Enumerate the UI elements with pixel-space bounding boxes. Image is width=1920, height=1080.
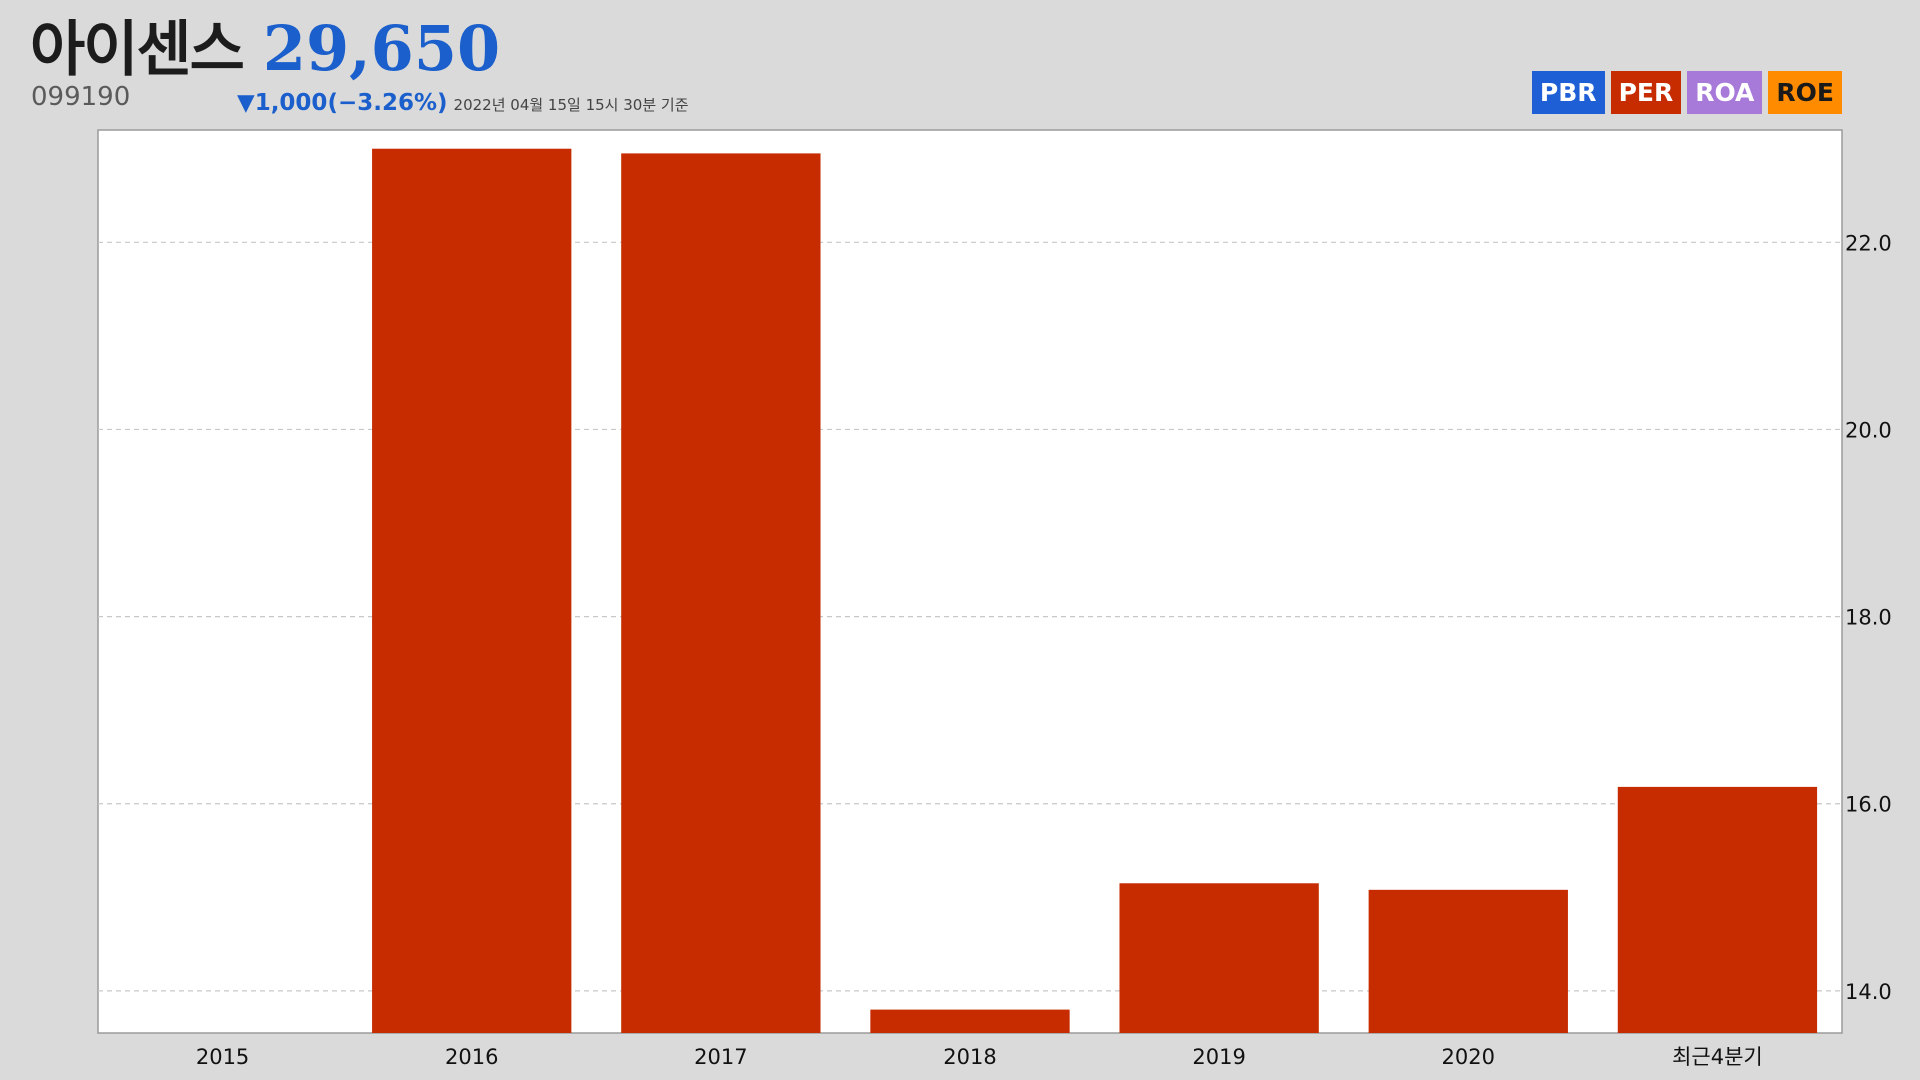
y-tick-label: 22.0 bbox=[1845, 231, 1892, 255]
x-tick-label: 2017 bbox=[694, 1045, 747, 1069]
plot-area bbox=[97, 129, 1843, 1034]
x-tick-label: 2020 bbox=[1442, 1045, 1495, 1069]
x-tick-label: 최근4분기 bbox=[1672, 1045, 1763, 1069]
legend-pbr-button[interactable]: PBR bbox=[1531, 71, 1605, 114]
legend-roa-button[interactable]: ROA bbox=[1687, 71, 1763, 114]
x-tick-label: 2019 bbox=[1192, 1045, 1245, 1069]
bar-2019 bbox=[1119, 883, 1319, 1033]
title-row: 아이센스 29,650 bbox=[30, 12, 501, 85]
x-tick-label: 2016 bbox=[445, 1045, 498, 1069]
y-tick-label: 20.0 bbox=[1845, 418, 1892, 442]
current-price: 29,650 bbox=[262, 12, 501, 85]
x-tick-label: 2018 bbox=[943, 1045, 996, 1069]
legend-roe-button[interactable]: ROE bbox=[1768, 71, 1842, 114]
y-axis-ticks: 14.0 16.0 18.0 20.0 22.0 bbox=[1845, 231, 1892, 1004]
bar-2017 bbox=[621, 153, 821, 1033]
metric-legend: PBR PER ROA ROE bbox=[1531, 71, 1842, 114]
x-axis-ticks: 2015 2016 2017 2018 2019 2020 최근4분기 bbox=[196, 1045, 1763, 1069]
price-change: ▼1,000(−3.26%) bbox=[237, 90, 448, 116]
bar-2020 bbox=[1368, 889, 1568, 1033]
bar-2018 bbox=[870, 1009, 1070, 1033]
bar-최근4분기 bbox=[1617, 786, 1818, 1033]
y-tick-label: 16.0 bbox=[1845, 793, 1892, 817]
company-name: 아이센스 bbox=[30, 15, 245, 85]
timestamp: 2022년 04월 15일 15시 30분 기준 bbox=[453, 96, 689, 114]
ticker-code: 099190 bbox=[31, 82, 131, 112]
x-tick-label: 2015 bbox=[196, 1045, 249, 1069]
y-tick-label: 14.0 bbox=[1845, 980, 1892, 1004]
change-row: ▼1,000(−3.26%) 2022년 04월 15일 15시 30분 기준 bbox=[237, 90, 689, 116]
y-tick-label: 18.0 bbox=[1845, 606, 1892, 630]
bar-2016 bbox=[372, 148, 572, 1033]
legend-per-button[interactable]: PER bbox=[1610, 71, 1682, 114]
bars bbox=[372, 148, 1818, 1033]
